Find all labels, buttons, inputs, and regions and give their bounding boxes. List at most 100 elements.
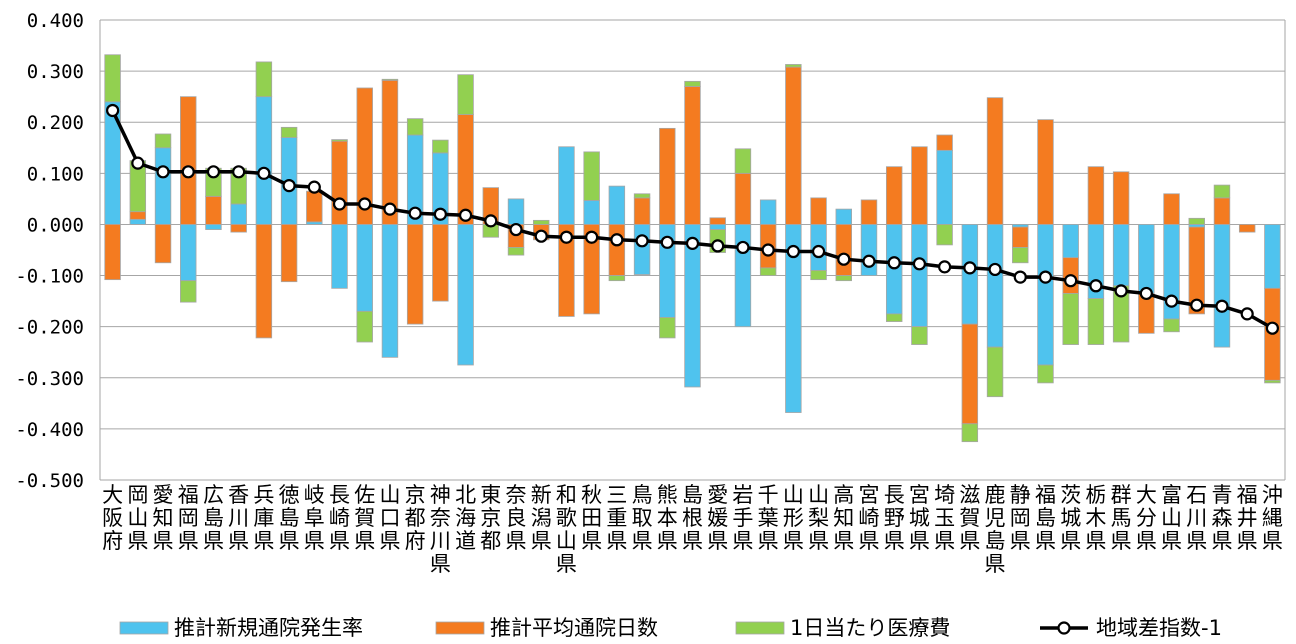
bar-segment xyxy=(684,80,701,87)
bar-segment xyxy=(180,224,197,282)
index-line-marker xyxy=(1139,286,1153,301)
x-category-label: 長崎県 xyxy=(329,483,350,553)
bar-segment xyxy=(154,224,172,264)
bar-segment xyxy=(154,133,172,149)
bar-segment xyxy=(759,199,777,225)
bar-segment xyxy=(583,200,600,225)
index-line-marker xyxy=(484,214,498,228)
x-category-label: 鳥取県 xyxy=(632,483,653,553)
bar-segment xyxy=(835,208,852,225)
bar-segment xyxy=(1087,298,1105,345)
index-line-marker xyxy=(232,165,246,179)
bar-segment xyxy=(936,149,953,225)
index-line-marker xyxy=(1064,274,1078,288)
bar-segment xyxy=(885,313,903,322)
x-category-label: 山口県 xyxy=(379,483,400,553)
bar-segment xyxy=(608,275,626,282)
x-category-label: 沖縄県 xyxy=(1262,483,1283,553)
index-line-marker xyxy=(988,262,1002,277)
x-category-label: 北海道 xyxy=(455,483,476,553)
x-category-label: 山梨県 xyxy=(808,483,829,553)
x-category-label: 石川県 xyxy=(1186,483,1207,553)
bar-segment xyxy=(457,224,474,366)
x-category-label: 秋田県 xyxy=(581,483,602,553)
legend-label: 推計平均通院日数 xyxy=(490,616,658,640)
index-line-marker xyxy=(433,207,447,221)
x-category-label: 岡山県 xyxy=(127,483,148,553)
bar-segment xyxy=(1037,364,1054,384)
x-category-label: 茨城県 xyxy=(1060,483,1081,553)
bar-segment xyxy=(734,172,752,225)
index-line-marker xyxy=(1038,270,1053,284)
x-category-label: 鹿児島県 xyxy=(985,483,1006,576)
index-line-marker xyxy=(685,236,700,250)
bar-segment xyxy=(1062,224,1079,259)
bar-segment xyxy=(1163,318,1180,333)
x-category-label: 兵庫県 xyxy=(253,483,274,553)
bar-segment xyxy=(331,224,348,289)
index-line-marker xyxy=(1114,284,1128,298)
bar-segment xyxy=(608,224,626,276)
bar-segment xyxy=(1264,379,1281,384)
x-category-label: 高知県 xyxy=(833,483,854,553)
x-category-label: 静岡県 xyxy=(1010,483,1031,553)
index-line-marker xyxy=(610,233,624,247)
bar-segment xyxy=(129,218,147,225)
bar-segment xyxy=(381,224,399,358)
bar-segment xyxy=(659,317,676,339)
bar-segment xyxy=(432,139,449,154)
legend-label: 地域差指数-1 xyxy=(1096,616,1222,640)
index-line-marker xyxy=(181,165,195,179)
x-category-label: 三重県 xyxy=(606,483,627,553)
x-category-label: 長野県 xyxy=(884,483,905,553)
bar-segment xyxy=(961,323,979,425)
bar-segment xyxy=(1238,224,1256,233)
y-tick-label: 0.100 xyxy=(27,163,84,185)
bar-segment xyxy=(180,96,197,225)
bar-segment xyxy=(1213,197,1231,225)
index-line-marker xyxy=(1265,321,1279,335)
bar-segment xyxy=(633,193,651,199)
bar-segment xyxy=(583,151,600,201)
index-line xyxy=(106,103,1279,335)
index-line-marker xyxy=(383,202,397,216)
x-category-label: 愛媛県 xyxy=(707,483,728,553)
index-line-marker xyxy=(307,180,321,194)
index-line-marker xyxy=(332,197,347,211)
index-line-marker xyxy=(761,243,775,257)
bar-segment xyxy=(406,224,424,325)
index-line-marker xyxy=(711,239,725,253)
index-line-marker xyxy=(257,166,271,180)
index-line-marker xyxy=(1013,270,1027,284)
bar-segment xyxy=(911,326,928,345)
bar-segment xyxy=(558,146,575,225)
bar-segment xyxy=(457,114,474,225)
index-line-marker xyxy=(862,254,876,268)
bar-segment xyxy=(961,423,979,443)
bar-segment xyxy=(936,134,953,151)
x-axis: 大阪府岡山県愛知県福岡県広島県香川県兵庫県徳島県岐阜県長崎県佐賀県山口県京都府神… xyxy=(102,483,1283,576)
bar-segment xyxy=(1112,171,1130,225)
index-line-marker xyxy=(1164,294,1179,308)
bar-segment xyxy=(860,224,878,276)
bar-segment xyxy=(381,78,399,81)
index-line-marker xyxy=(408,206,422,220)
x-category-label: 福井県 xyxy=(1237,483,1258,553)
bar-segment xyxy=(734,148,752,174)
x-category-label: 奈良県 xyxy=(506,483,527,553)
x-category-label: 神奈川県 xyxy=(430,483,451,576)
bar-segment xyxy=(180,280,197,303)
index-line-marker xyxy=(837,252,851,266)
bar-segment xyxy=(558,224,575,317)
x-category-label: 千葉県 xyxy=(758,483,779,553)
x-category-label: 東京都 xyxy=(480,483,501,553)
bar-segment xyxy=(1264,224,1281,289)
bar-segment xyxy=(1188,217,1205,225)
bar-segment xyxy=(255,96,273,225)
bar-segment xyxy=(507,247,525,256)
bar-segment xyxy=(734,224,752,328)
bar-segment xyxy=(255,224,273,339)
bar-segment xyxy=(331,139,348,142)
bars xyxy=(104,54,1281,443)
x-category-label: 大分県 xyxy=(1136,483,1157,553)
